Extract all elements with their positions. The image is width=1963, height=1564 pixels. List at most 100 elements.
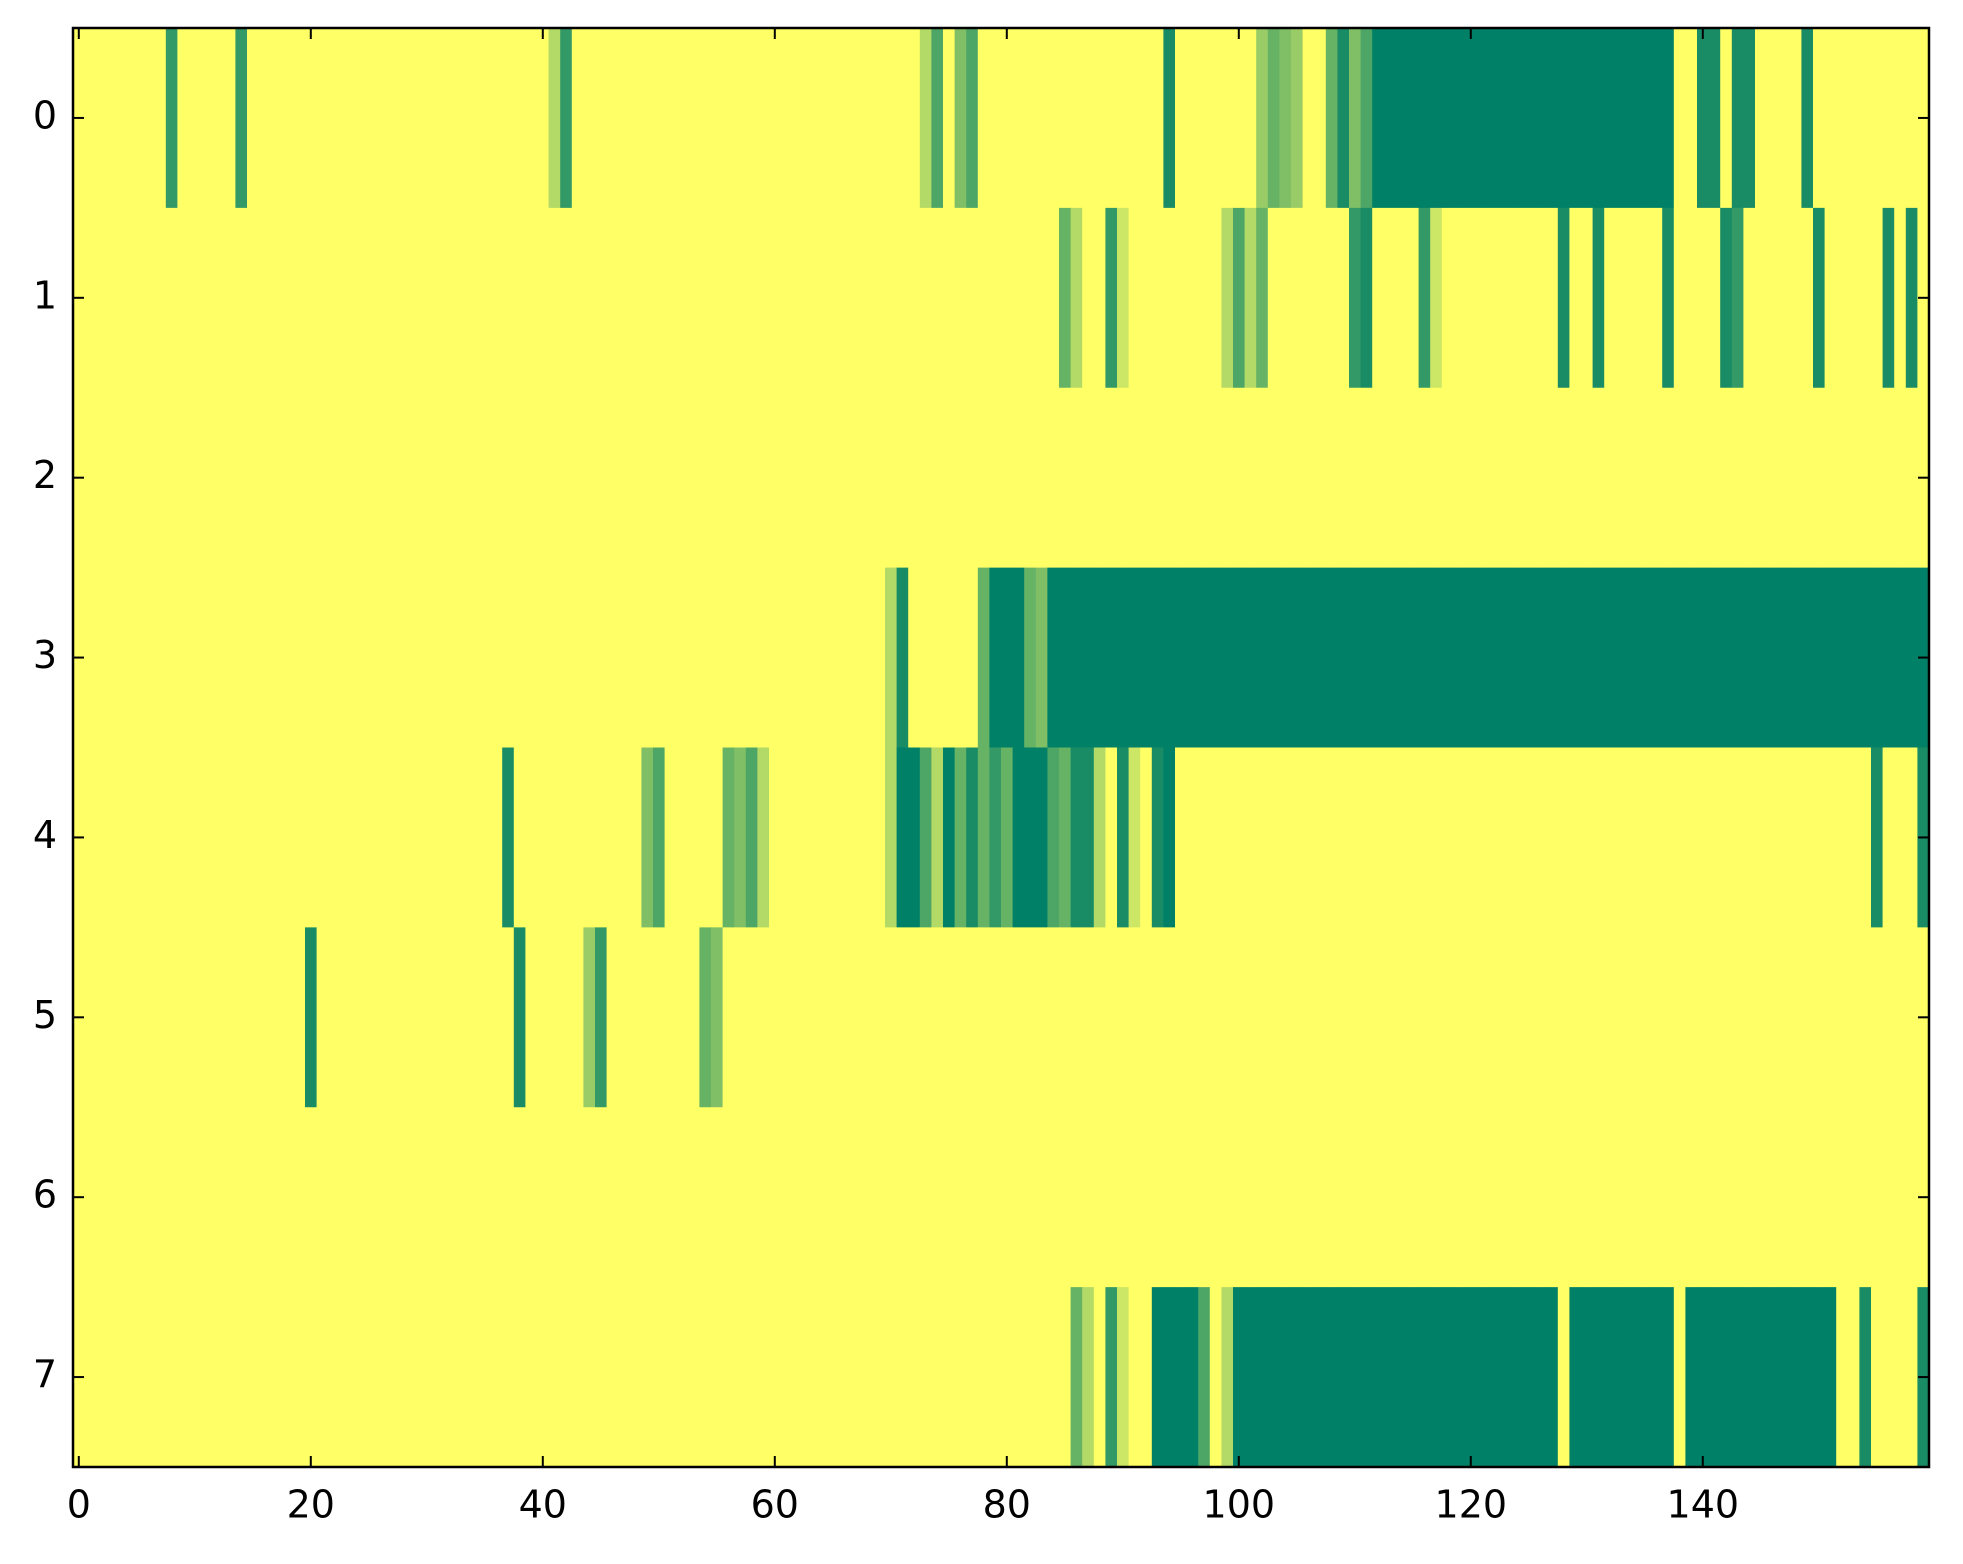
heatmap-cell — [827, 1287, 839, 1468]
heatmap-cell — [757, 207, 770, 389]
heatmap-cell — [641, 28, 654, 209]
heatmap-cell — [107, 567, 120, 748]
heatmap-cell — [1813, 28, 1825, 209]
heatmap-cell — [1720, 387, 1733, 569]
heatmap-cell — [571, 387, 584, 569]
heatmap-cell — [711, 387, 723, 569]
heatmap-cell — [502, 207, 515, 389]
heatmap-cell — [1511, 1287, 1524, 1468]
heatmap-cell — [84, 747, 97, 928]
heatmap-cell — [525, 567, 538, 748]
heatmap-cell — [444, 567, 457, 748]
heatmap-cell — [1534, 207, 1547, 389]
heatmap-cell — [107, 1107, 120, 1288]
heatmap-cell — [734, 1107, 747, 1288]
heatmap-cell — [943, 567, 955, 748]
heatmap-cell — [1882, 567, 1895, 748]
heatmap-cell — [339, 1107, 352, 1288]
heatmap-cell — [1070, 927, 1083, 1108]
heatmap-cell — [1627, 1107, 1640, 1288]
heatmap-cell — [1047, 1107, 1060, 1288]
heatmap-cell — [1766, 927, 1779, 1108]
heatmap-cell — [548, 387, 561, 569]
heatmap-cell — [1093, 1287, 1106, 1468]
heatmap-cell — [827, 207, 839, 389]
heatmap-cell — [328, 207, 341, 389]
heatmap-cell — [316, 28, 329, 209]
heatmap-cell — [177, 747, 190, 928]
heatmap-cell — [1418, 567, 1431, 748]
heatmap-cell — [455, 387, 468, 569]
heatmap-cell — [1778, 567, 1791, 748]
heatmap-cell — [1673, 387, 1686, 569]
heatmap-cell — [1673, 567, 1686, 748]
heatmap-cell — [1453, 1287, 1466, 1468]
heatmap-cell — [1894, 1107, 1907, 1288]
heatmap-cell — [977, 207, 990, 389]
heatmap-cell — [1592, 567, 1605, 748]
heatmap-cell — [896, 927, 909, 1108]
heatmap-cell — [1569, 207, 1582, 389]
heatmap-cell — [595, 1287, 607, 1468]
heatmap-cell — [676, 387, 689, 569]
heatmap-cell — [200, 1107, 213, 1288]
y-tick-label: 3 — [33, 633, 57, 677]
heatmap-cell — [1731, 28, 1744, 209]
heatmap-cell — [409, 747, 422, 928]
heatmap-cell — [165, 927, 178, 1108]
heatmap-cell — [1093, 28, 1106, 209]
heatmap-cell — [1465, 747, 1477, 928]
heatmap-cell — [1859, 567, 1872, 748]
heatmap-cell — [1337, 387, 1350, 569]
heatmap-cell — [1024, 747, 1037, 928]
heatmap-cell — [1871, 387, 1883, 569]
heatmap-cell — [1151, 1107, 1164, 1288]
heatmap-cell — [177, 28, 190, 209]
heatmap-cell — [711, 1107, 723, 1288]
heatmap-cell — [1557, 1107, 1570, 1288]
heatmap-cell — [502, 1287, 515, 1468]
heatmap-cell — [1209, 207, 1222, 389]
heatmap-cell — [119, 28, 132, 209]
heatmap-cell — [827, 747, 839, 928]
heatmap-cell — [467, 387, 480, 569]
heatmap-cell — [977, 1287, 990, 1468]
heatmap-cell — [687, 28, 700, 209]
heatmap-cell — [363, 28, 375, 209]
heatmap-cell — [803, 1287, 816, 1468]
heatmap-cell — [629, 567, 642, 748]
heatmap-cell — [1395, 28, 1408, 209]
heatmap-cell — [386, 1107, 399, 1288]
heatmap-cell — [1302, 747, 1315, 928]
heatmap-cell — [1082, 747, 1095, 928]
heatmap-cell — [502, 28, 515, 209]
heatmap-cell — [1291, 927, 1303, 1108]
heatmap-cell — [664, 1287, 677, 1468]
heatmap-cell — [1511, 747, 1524, 928]
heatmap-cell — [1523, 1287, 1535, 1468]
heatmap-cell — [1847, 567, 1860, 748]
heatmap-cell — [676, 28, 689, 209]
heatmap-cell — [827, 567, 839, 748]
heatmap-cell — [513, 28, 526, 209]
heatmap-cell — [305, 1107, 317, 1288]
heatmap-cell — [1731, 567, 1744, 748]
heatmap-cell — [1059, 567, 1071, 748]
heatmap-cell — [908, 567, 921, 748]
heatmap-cell — [687, 1107, 700, 1288]
heatmap-cell — [235, 927, 248, 1108]
heatmap-cell — [525, 927, 538, 1108]
heatmap-cell — [1291, 28, 1303, 209]
heatmap-cell — [1662, 567, 1675, 748]
heatmap-cell — [699, 387, 712, 569]
heatmap-cell — [1314, 207, 1327, 389]
heatmap-cell — [1731, 1287, 1744, 1468]
heatmap-cell — [618, 1287, 631, 1468]
heatmap-cell — [769, 567, 781, 748]
heatmap-cell — [966, 747, 979, 928]
heatmap-cell — [223, 207, 236, 389]
heatmap-cell — [792, 28, 805, 209]
heatmap-cell — [1546, 1287, 1559, 1468]
heatmap-cell — [1372, 747, 1385, 928]
